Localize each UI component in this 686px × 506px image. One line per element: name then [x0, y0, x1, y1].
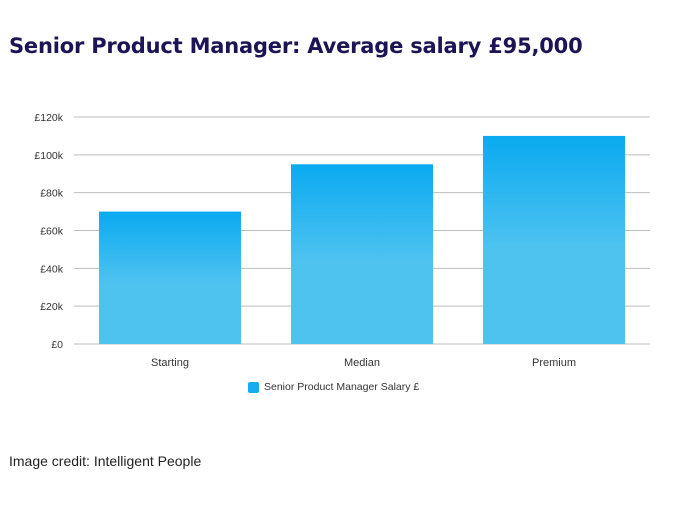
bar-chart: £0 £20k £40k £60k £80k £100k £120k Starting Medi…: [34, 112, 650, 369]
image-credit: Image credit: Intelligent People: [9, 453, 202, 469]
legend-label: Senior Product Manager Salary £: [264, 381, 420, 393]
page-title: Senior Product Manager: Average salary £…: [9, 34, 583, 58]
legend: Senior Product Manager Salary £: [248, 381, 419, 393]
x-category-label: Premium: [532, 357, 576, 369]
y-tick-label: £0: [51, 339, 63, 351]
y-tick-label: £60k: [40, 226, 64, 238]
x-category-label: Median: [344, 357, 380, 369]
bar-median: [290, 164, 434, 344]
y-tick-label: £120k: [34, 112, 63, 124]
bar-starting: [98, 211, 242, 344]
bars: [98, 135, 626, 344]
legend-swatch: [248, 381, 259, 393]
x-category-label: Starting: [151, 357, 189, 369]
y-tick-label: £20k: [40, 301, 64, 313]
axis-labels: £0 £20k £40k £60k £80k £100k £120k Starting Medi…: [34, 112, 576, 369]
bar-premium: [482, 135, 626, 344]
y-tick-label: £80k: [40, 188, 64, 200]
y-tick-label: £40k: [40, 263, 64, 275]
y-tick-label: £100k: [34, 150, 63, 162]
